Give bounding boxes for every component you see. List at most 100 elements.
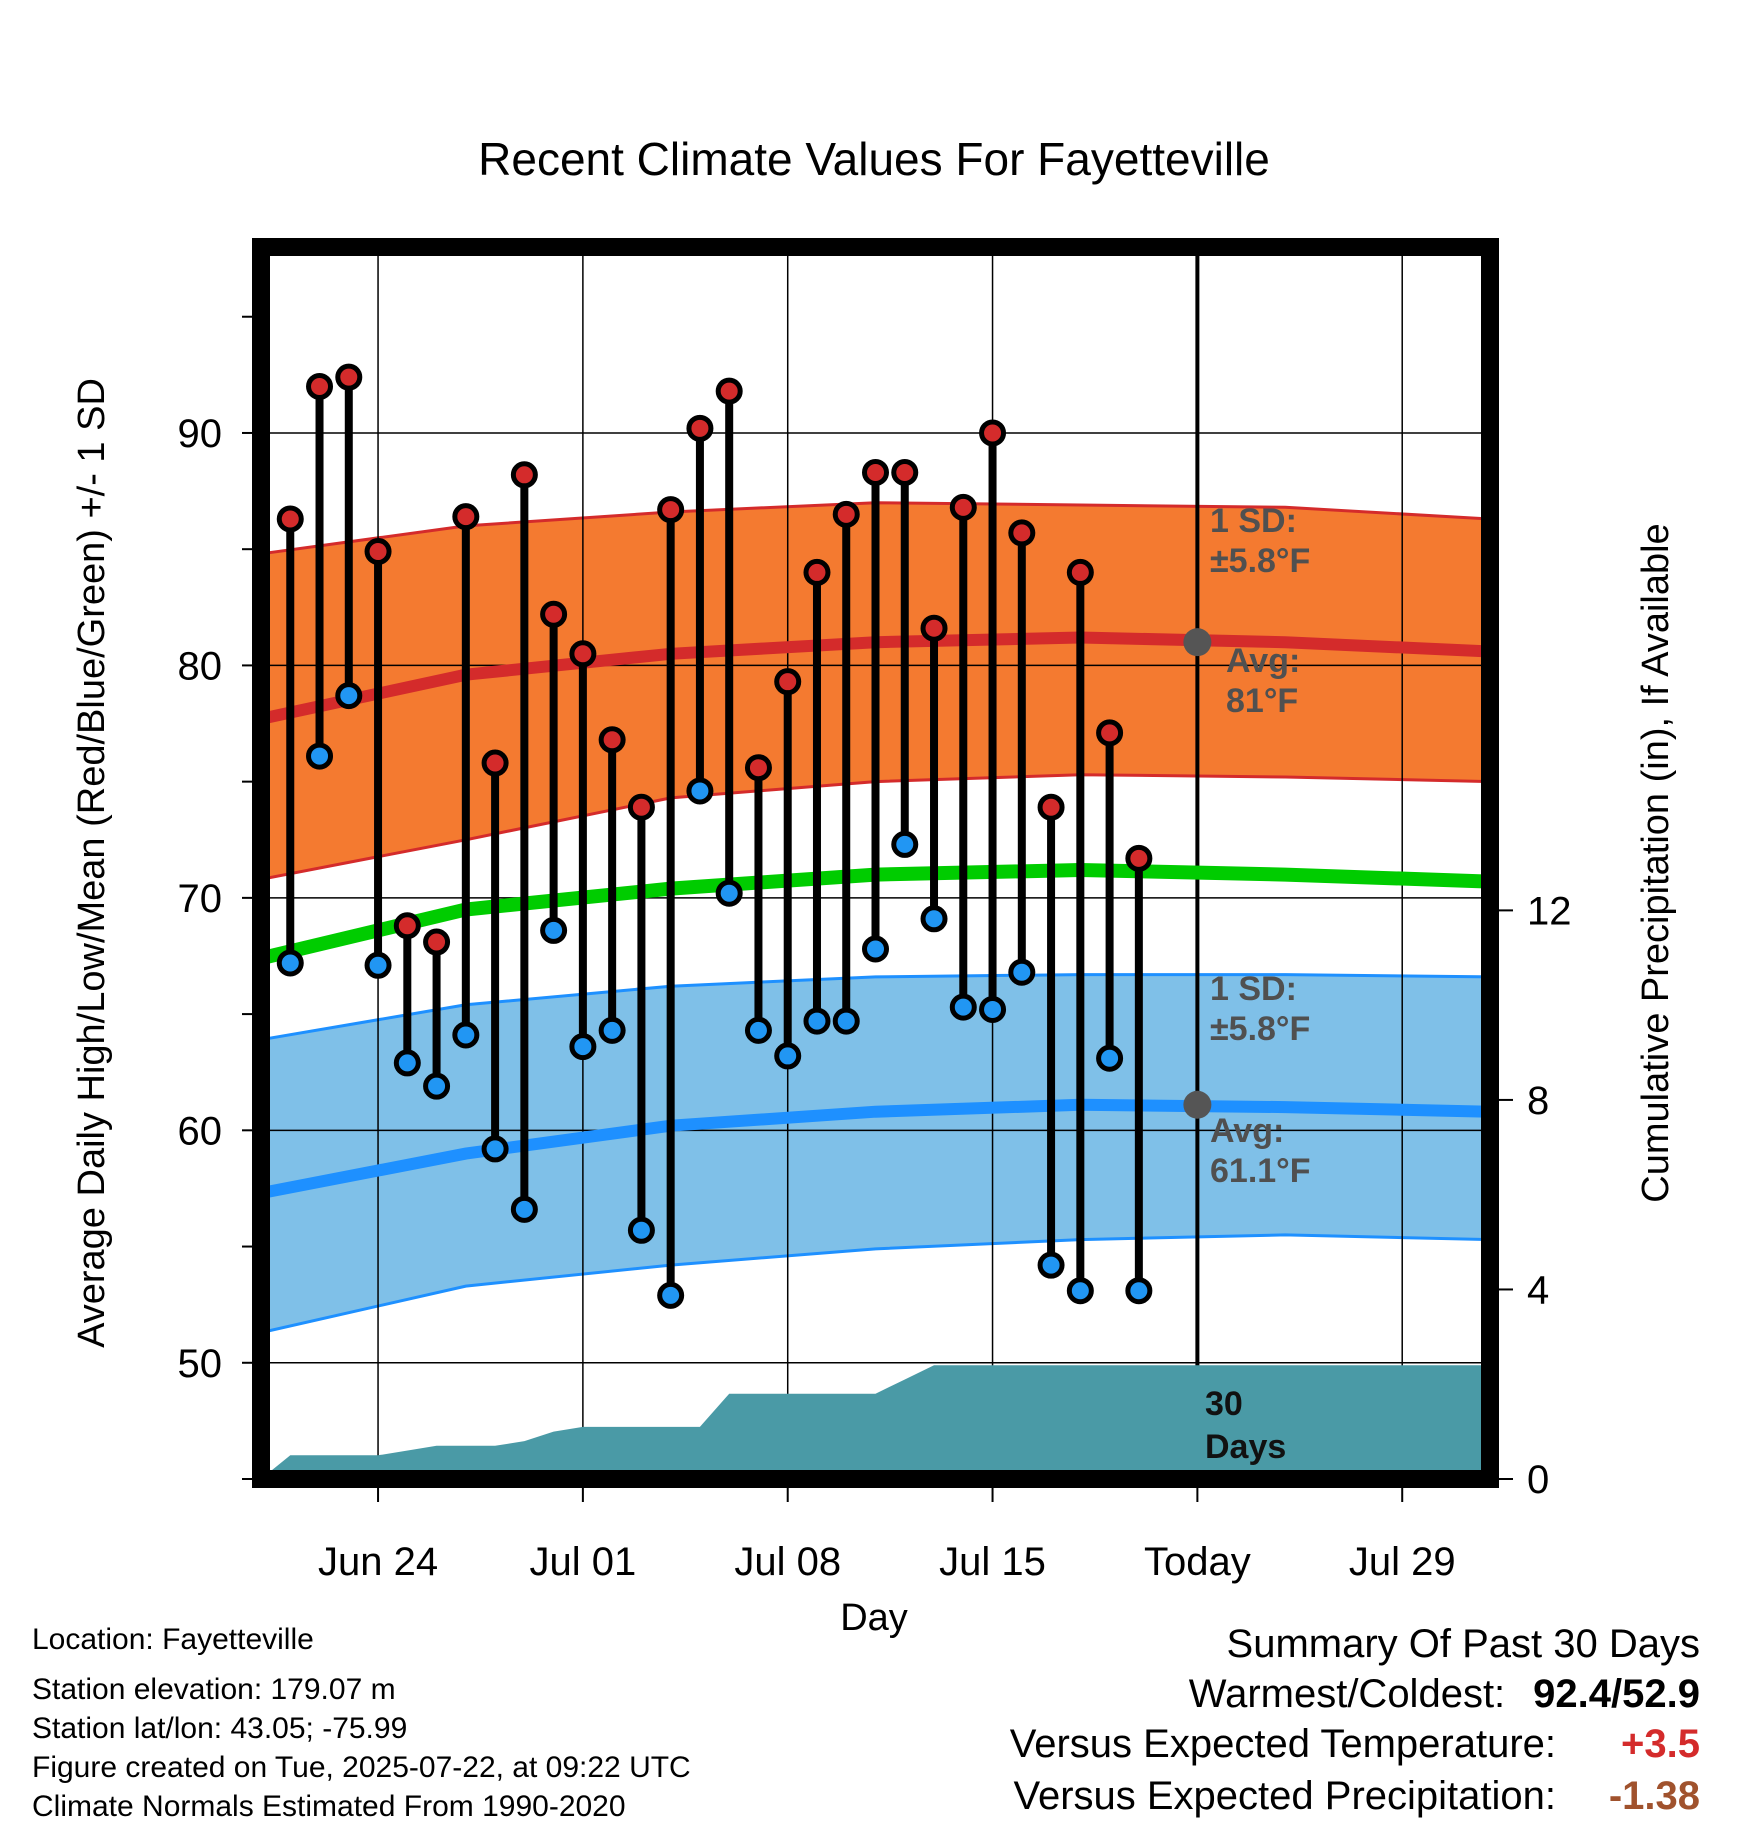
summary-temp: Versus Expected Temperature: +3.5	[1010, 1722, 1700, 1767]
y-tick-label: 70	[178, 877, 223, 921]
precip-area-group	[261, 1365, 1490, 1479]
precip-area	[261, 1365, 1490, 1479]
daily-low-point	[393, 1049, 421, 1077]
y-tick-label: 90	[178, 412, 223, 456]
daily-low-point	[452, 1021, 480, 1049]
y2-tick-label: 8	[1527, 1079, 1549, 1123]
x-tick-label: Jul 08	[734, 1540, 841, 1584]
days-label: Days	[1205, 1428, 1286, 1466]
y2-axis-label: Cumulative Precipitation (in), If Availa…	[1635, 523, 1677, 1202]
info-latlon: Station lat/lon: 43.05; -75.99	[32, 1712, 408, 1745]
x-tick-label: Jul 01	[530, 1540, 637, 1584]
precip-label: Versus Expected Precipitation:	[1013, 1774, 1556, 1818]
temp-label: Versus Expected Temperature:	[1009, 1722, 1556, 1766]
daily-low-point	[1037, 1251, 1065, 1279]
chart-title: Recent Climate Values For Fayetteville	[478, 133, 1270, 185]
info-created: Figure created on Tue, 2025-07-22, at 09…	[32, 1751, 691, 1784]
daily-high-point	[657, 496, 685, 524]
daily-high-point	[920, 614, 948, 642]
daily-low-point	[1125, 1277, 1153, 1305]
low-normal-line	[259, 1098, 1491, 1199]
daily-low-point	[686, 777, 714, 805]
daily-high-point	[306, 372, 334, 400]
daily-high-point	[862, 458, 889, 486]
daily-low-point	[510, 1195, 538, 1223]
warm-cold-value: 92.4/52.9	[1533, 1672, 1700, 1716]
days-number: 30	[1205, 1385, 1243, 1423]
daily-high-point	[949, 493, 977, 521]
high-avg-value: 81°F	[1226, 682, 1298, 720]
annotations: 1 SD: ±5.8°F Avg: 81°F 1 SD: ±5.8°F Avg:…	[1205, 502, 1311, 1466]
daily-high-point	[744, 754, 772, 782]
y-tick-label: 60	[178, 1109, 223, 1153]
high-sd-label: 1 SD:	[1210, 502, 1297, 540]
daily-high-point	[979, 419, 1007, 447]
warm-cold-label: Warmest/Coldest:	[1188, 1672, 1506, 1716]
x-tick-label: Today	[1144, 1540, 1251, 1584]
daily-high-point	[364, 538, 392, 566]
daily-low-point	[715, 879, 743, 907]
info-location: Location: Fayetteville	[32, 1623, 314, 1656]
daily-low-point	[891, 830, 919, 858]
low-avg-label: Avg:	[1210, 1112, 1284, 1150]
daily-high-point	[393, 912, 421, 940]
y2-tick-label: 0	[1527, 1458, 1549, 1502]
daily-high-point	[803, 558, 831, 586]
plot-frame	[252, 238, 1499, 1488]
daily-high-point	[627, 793, 655, 821]
daily-low-point	[364, 951, 392, 979]
daily-high-point	[423, 928, 451, 956]
daily-low-point	[832, 1007, 860, 1035]
x-tick-label: Jul 15	[939, 1540, 1046, 1584]
daily-low-point	[744, 1016, 772, 1044]
y-axis-label: Average Daily High/Low/Mean (Red/Blue/Gr…	[71, 378, 113, 1348]
daily-low-point	[306, 742, 334, 770]
today-high-avg-marker	[1183, 628, 1212, 657]
daily-low-point	[598, 1016, 626, 1044]
daily-high-point	[715, 377, 743, 405]
daily-low-point	[276, 949, 304, 977]
daily-high-point	[832, 500, 860, 528]
temp-value: +3.5	[1621, 1722, 1700, 1766]
daily-low-point	[335, 682, 363, 710]
low-sd-value: ±5.8°F	[1210, 1010, 1310, 1048]
y2-tick-label: 12	[1527, 889, 1572, 933]
x-tick-label: Jun 24	[318, 1540, 438, 1584]
plot-area: 1 SD: ±5.8°F Avg: 81°F 1 SD: ±5.8°F Avg:…	[252, 238, 1499, 1488]
daily-high-point	[1008, 519, 1036, 547]
low-avg-value: 61.1°F	[1210, 1152, 1311, 1190]
daily-low-point	[627, 1216, 655, 1244]
daily-high-point	[1066, 558, 1094, 586]
daily-low-point	[920, 905, 948, 933]
daily-high-point	[891, 458, 919, 486]
x-tick-label: Jul 29	[1349, 1540, 1456, 1584]
info-normals: Climate Normals Estimated From 1990-2020	[32, 1790, 626, 1823]
daily-low-point	[949, 993, 977, 1021]
y-tick-label: 80	[178, 644, 223, 688]
daily-low-point	[1008, 958, 1036, 986]
today-low-avg-marker	[1183, 1090, 1212, 1119]
summary-title: Summary Of Past 30 Days	[1226, 1622, 1700, 1666]
high-avg-label: Avg:	[1226, 642, 1300, 680]
daily-high-point	[452, 503, 480, 531]
daily-high-point	[686, 414, 714, 442]
daily-low-point	[569, 1033, 597, 1061]
daily-low-point	[423, 1072, 451, 1100]
daily-low-point	[774, 1042, 802, 1070]
high-sd-value: ±5.8°F	[1210, 542, 1310, 580]
summary-warm-cold: Warmest/Coldest: 92.4/52.9	[1189, 1672, 1700, 1717]
daily-high-point	[569, 640, 597, 668]
daily-high-point	[335, 363, 363, 391]
daily-low-point	[657, 1281, 685, 1309]
summary-precip: Versus Expected Precipitation: -1.38	[1013, 1774, 1700, 1819]
daily-low-point	[979, 995, 1007, 1023]
x-axis-label: Day	[840, 1597, 908, 1639]
low-sd-label: 1 SD:	[1210, 970, 1297, 1008]
y-tick-label: 50	[178, 1342, 223, 1386]
daily-high-point	[481, 749, 509, 777]
daily-high-point	[1125, 844, 1153, 872]
daily-low-point	[1096, 1044, 1124, 1072]
daily-low-point	[540, 916, 568, 944]
axes: 50 60 70 80 90 0 4 8 12 Jun 24 Jul 01 Jul 08 Jul 15 T…	[178, 315, 1572, 1584]
